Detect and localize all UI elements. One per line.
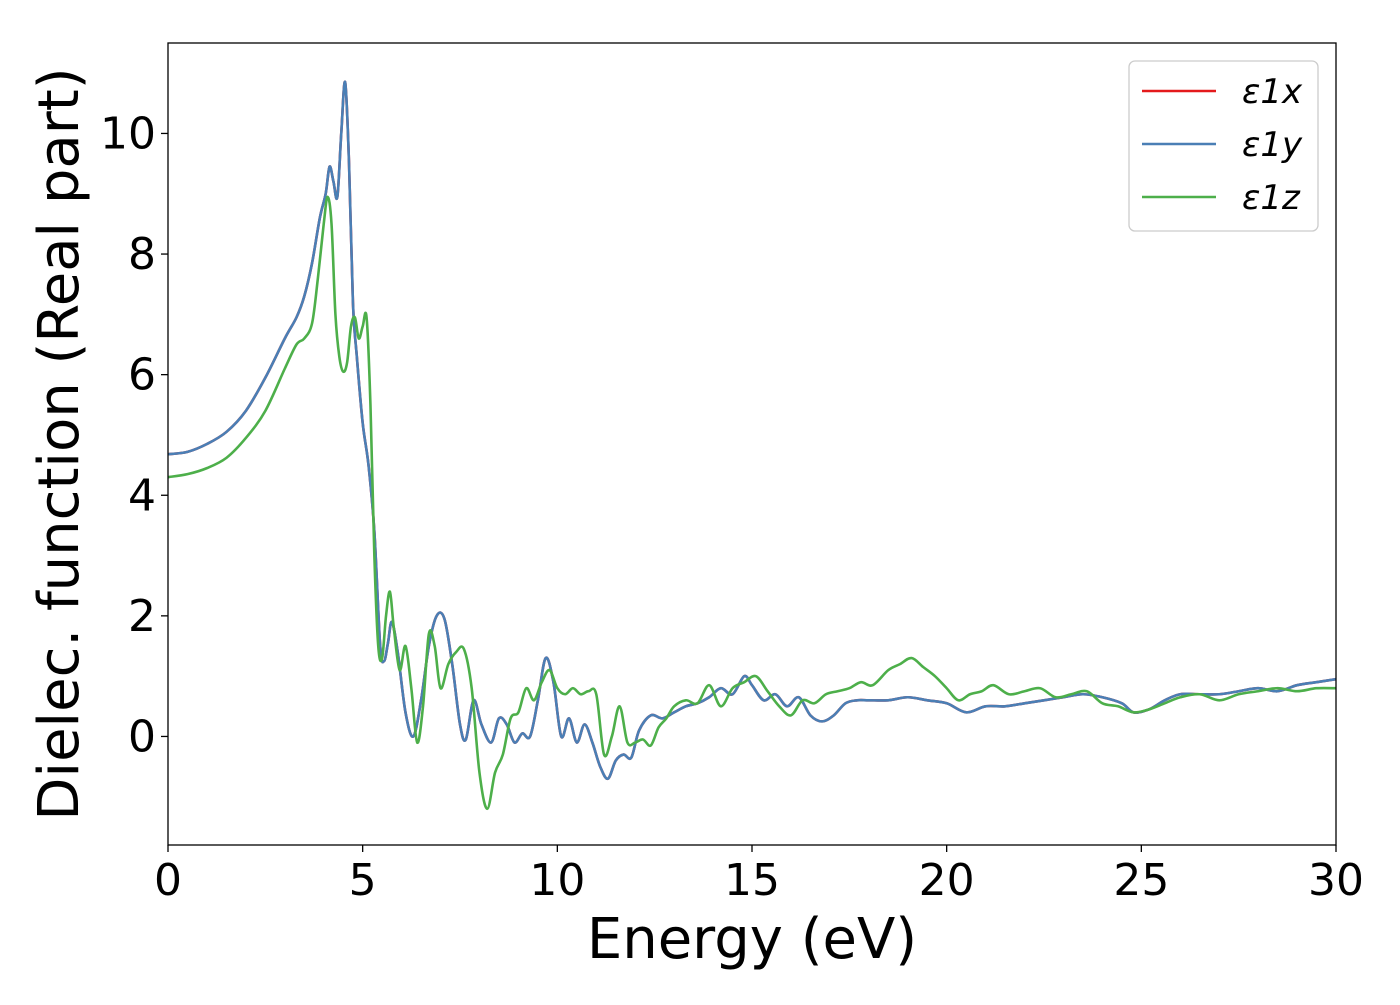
y-tick-label: 10 (100, 108, 156, 159)
x-tick-label: 20 (919, 855, 975, 906)
x-tick-label: 5 (349, 855, 377, 906)
series-line-3 (168, 195, 1336, 811)
x-tick-label: 25 (1113, 855, 1169, 906)
legend-label-3: ε1z (1242, 178, 1301, 218)
series-line-2 (168, 80, 1336, 780)
y-axis-ticks: 0 2 4 6 8 10 (100, 108, 168, 762)
x-axis-ticks: 0 5 10 15 20 25 30 (154, 845, 1364, 906)
series-layer (168, 80, 1336, 811)
legend-label-2: ε1y (1242, 125, 1303, 165)
y-tick-label: 2 (128, 591, 156, 642)
legend-label-1: ε1x (1242, 72, 1303, 112)
legend-box (1128, 60, 1319, 232)
x-tick-label: 30 (1308, 855, 1364, 906)
y-tick-label: 6 (128, 350, 156, 401)
legend: ε1x ε1y ε1z (1128, 60, 1319, 232)
y-tick-label: 8 (128, 229, 156, 280)
y-tick-label: 0 (128, 711, 156, 762)
x-tick-label: 0 (154, 855, 182, 906)
y-axis-label: Dielec. function (Real part) (27, 67, 92, 820)
x-tick-label: 15 (724, 855, 780, 906)
x-axis-label: Energy (eV) (587, 907, 917, 972)
x-tick-label: 10 (529, 855, 585, 906)
y-tick-label: 4 (128, 470, 156, 521)
